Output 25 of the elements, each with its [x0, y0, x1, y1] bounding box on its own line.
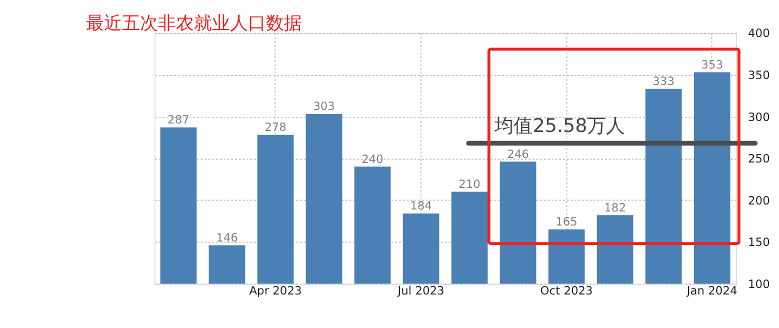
- data-label: 303: [313, 99, 335, 114]
- x-tick-label: Jul 2023: [396, 284, 444, 298]
- y-tick-label: 250: [748, 152, 770, 166]
- data-label: 278: [264, 120, 286, 134]
- data-label: 184: [410, 198, 432, 213]
- y-tick-label: 200: [748, 193, 770, 208]
- data-label: 146: [216, 230, 238, 244]
- data-label: 287: [168, 112, 190, 127]
- data-label: 353: [701, 57, 724, 72]
- data-label: 333: [652, 74, 674, 88]
- ref-line-label: 均值25.58万人: [494, 114, 626, 137]
- x-tick-label: Oct 2023: [540, 284, 593, 298]
- y-tick-label: 300: [748, 110, 770, 124]
- x-tick-label: Jan 2024: [686, 284, 738, 298]
- y-tick-label: 100: [748, 276, 770, 291]
- data-label: 246: [507, 146, 529, 161]
- data-label: 210: [458, 176, 480, 191]
- y-tick-label: 150: [748, 235, 770, 250]
- chart-title: 最近五次非农就业人口数据: [86, 13, 302, 34]
- y-tick-label: 400: [748, 26, 770, 40]
- y-tick-label: 350: [748, 68, 770, 82]
- data-label: 240: [362, 152, 384, 166]
- data-label: 182: [604, 200, 626, 214]
- data-label: 165: [556, 214, 578, 229]
- x-tick-label: Apr 2023: [249, 284, 302, 298]
